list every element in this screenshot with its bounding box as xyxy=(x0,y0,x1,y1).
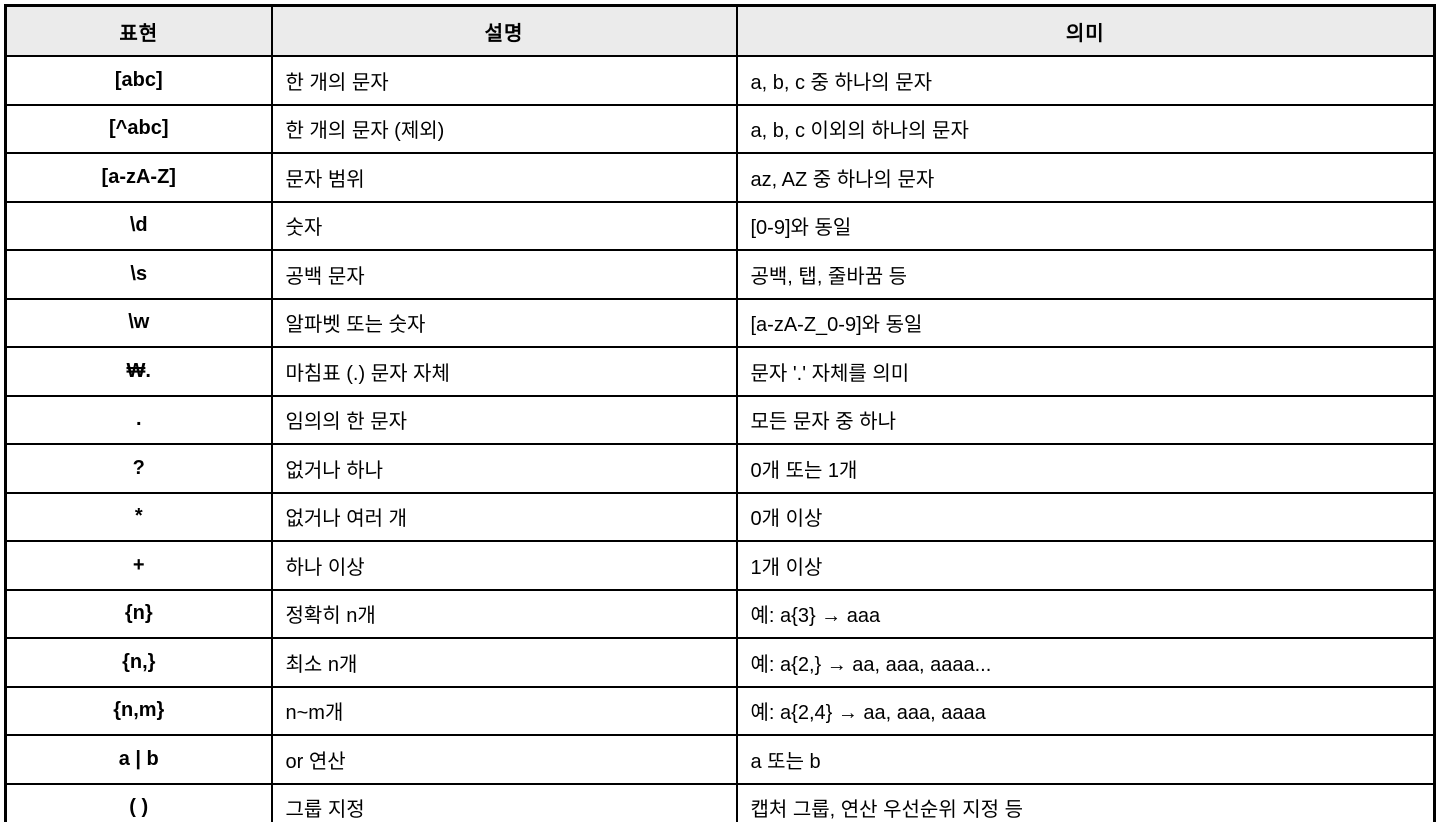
meaning-cell: a, b, c 이외의 하나의 문자 xyxy=(735,103,1436,154)
expr-cell: {n,} xyxy=(4,637,273,688)
meaning-cell: 예: a{2,} → aa, aaa, aaaa... xyxy=(735,637,1436,688)
expr-cell: \s xyxy=(4,249,273,300)
expr-cell: . xyxy=(4,394,273,445)
expr-cell: [a-zA-Z] xyxy=(4,152,273,203)
table-row: \d 숫자 [0-9]와 동일 xyxy=(4,200,1436,251)
table-row: ( ) 그룹 지정 캡처 그룹, 연산 우선순위 지정 등 xyxy=(4,782,1436,822)
table-row: ₩. 마침표 (.) 문자 자체 문자 '.' 자체를 의미 xyxy=(4,346,1436,397)
desc-cell: 없거나 여러 개 xyxy=(270,491,738,542)
meaning-cell: 1개 이상 xyxy=(735,540,1436,591)
regex-reference-table: 표현 설명 의미 [abc] 한 개의 문자 a, b, c 중 하나의 문자 … xyxy=(4,4,1436,822)
header-row: 표현 설명 의미 xyxy=(4,4,1436,57)
meaning-cell: az, AZ 중 하나의 문자 xyxy=(735,152,1436,203)
desc-cell: 임의의 한 문자 xyxy=(270,394,738,445)
meaning-cell: [a-zA-Z_0-9]와 동일 xyxy=(735,297,1436,348)
meaning-cell: 모든 문자 중 하나 xyxy=(735,394,1436,445)
meaning-cell: 예: a{2,4} → aa, aaa, aaaa xyxy=(735,685,1436,736)
table-row: {n} 정확히 n개 예: a{3} → aaa xyxy=(4,588,1436,639)
desc-cell: 한 개의 문자 xyxy=(270,55,738,106)
desc-cell: 없거나 하나 xyxy=(270,443,738,494)
desc-cell: 그룹 지정 xyxy=(270,782,738,822)
desc-cell: 정확히 n개 xyxy=(270,588,738,639)
table-row: \w 알파벳 또는 숫자 [a-zA-Z_0-9]와 동일 xyxy=(4,297,1436,348)
expr-cell: \w xyxy=(4,297,273,348)
expr-cell: \d xyxy=(4,200,273,251)
meaning-cell: a 또는 b xyxy=(735,734,1436,785)
table-row: ? 없거나 하나 0개 또는 1개 xyxy=(4,443,1436,494)
desc-cell: 마침표 (.) 문자 자체 xyxy=(270,346,738,397)
desc-cell: 한 개의 문자 (제외) xyxy=(270,103,738,154)
expr-cell: [abc] xyxy=(4,55,273,106)
table-row: * 없거나 여러 개 0개 이상 xyxy=(4,491,1436,542)
table-row: a | b or 연산 a 또는 b xyxy=(4,734,1436,785)
table-row: . 임의의 한 문자 모든 문자 중 하나 xyxy=(4,394,1436,445)
desc-cell: or 연산 xyxy=(270,734,738,785)
meaning-cell: [0-9]와 동일 xyxy=(735,200,1436,251)
desc-cell: 알파벳 또는 숫자 xyxy=(270,297,738,348)
table-row: + 하나 이상 1개 이상 xyxy=(4,540,1436,591)
table-row: {n,m} n~m개 예: a{2,4} → aa, aaa, aaaa xyxy=(4,685,1436,736)
expr-cell: + xyxy=(4,540,273,591)
expr-cell: ( ) xyxy=(4,782,273,822)
desc-cell: 문자 범위 xyxy=(270,152,738,203)
meaning-cell: 캡처 그룹, 연산 우선순위 지정 등 xyxy=(735,782,1436,822)
meaning-cell: 문자 '.' 자체를 의미 xyxy=(735,346,1436,397)
expr-cell: {n} xyxy=(4,588,273,639)
table-row: \s 공백 문자 공백, 탭, 줄바꿈 등 xyxy=(4,249,1436,300)
meaning-cell: 0개 이상 xyxy=(735,491,1436,542)
meaning-cell: 0개 또는 1개 xyxy=(735,443,1436,494)
expr-cell: {n,m} xyxy=(4,685,273,736)
expr-cell: [^abc] xyxy=(4,103,273,154)
column-header-description: 설명 xyxy=(270,4,738,57)
table-row: {n,} 최소 n개 예: a{2,} → aa, aaa, aaaa... xyxy=(4,637,1436,688)
table-row: [abc] 한 개의 문자 a, b, c 중 하나의 문자 xyxy=(4,55,1436,106)
expr-cell: ₩. xyxy=(4,346,273,397)
expr-cell: a | b xyxy=(4,734,273,785)
column-header-meaning: 의미 xyxy=(735,4,1436,57)
expr-cell: * xyxy=(4,491,273,542)
expr-cell: ? xyxy=(4,443,273,494)
table-row: [^abc] 한 개의 문자 (제외) a, b, c 이외의 하나의 문자 xyxy=(4,103,1436,154)
desc-cell: 최소 n개 xyxy=(270,637,738,688)
meaning-cell: a, b, c 중 하나의 문자 xyxy=(735,55,1436,106)
desc-cell: n~m개 xyxy=(270,685,738,736)
table-row: [a-zA-Z] 문자 범위 az, AZ 중 하나의 문자 xyxy=(4,152,1436,203)
meaning-cell: 공백, 탭, 줄바꿈 등 xyxy=(735,249,1436,300)
desc-cell: 공백 문자 xyxy=(270,249,738,300)
desc-cell: 하나 이상 xyxy=(270,540,738,591)
column-header-expression: 표현 xyxy=(4,4,273,57)
desc-cell: 숫자 xyxy=(270,200,738,251)
meaning-cell: 예: a{3} → aaa xyxy=(735,588,1436,639)
